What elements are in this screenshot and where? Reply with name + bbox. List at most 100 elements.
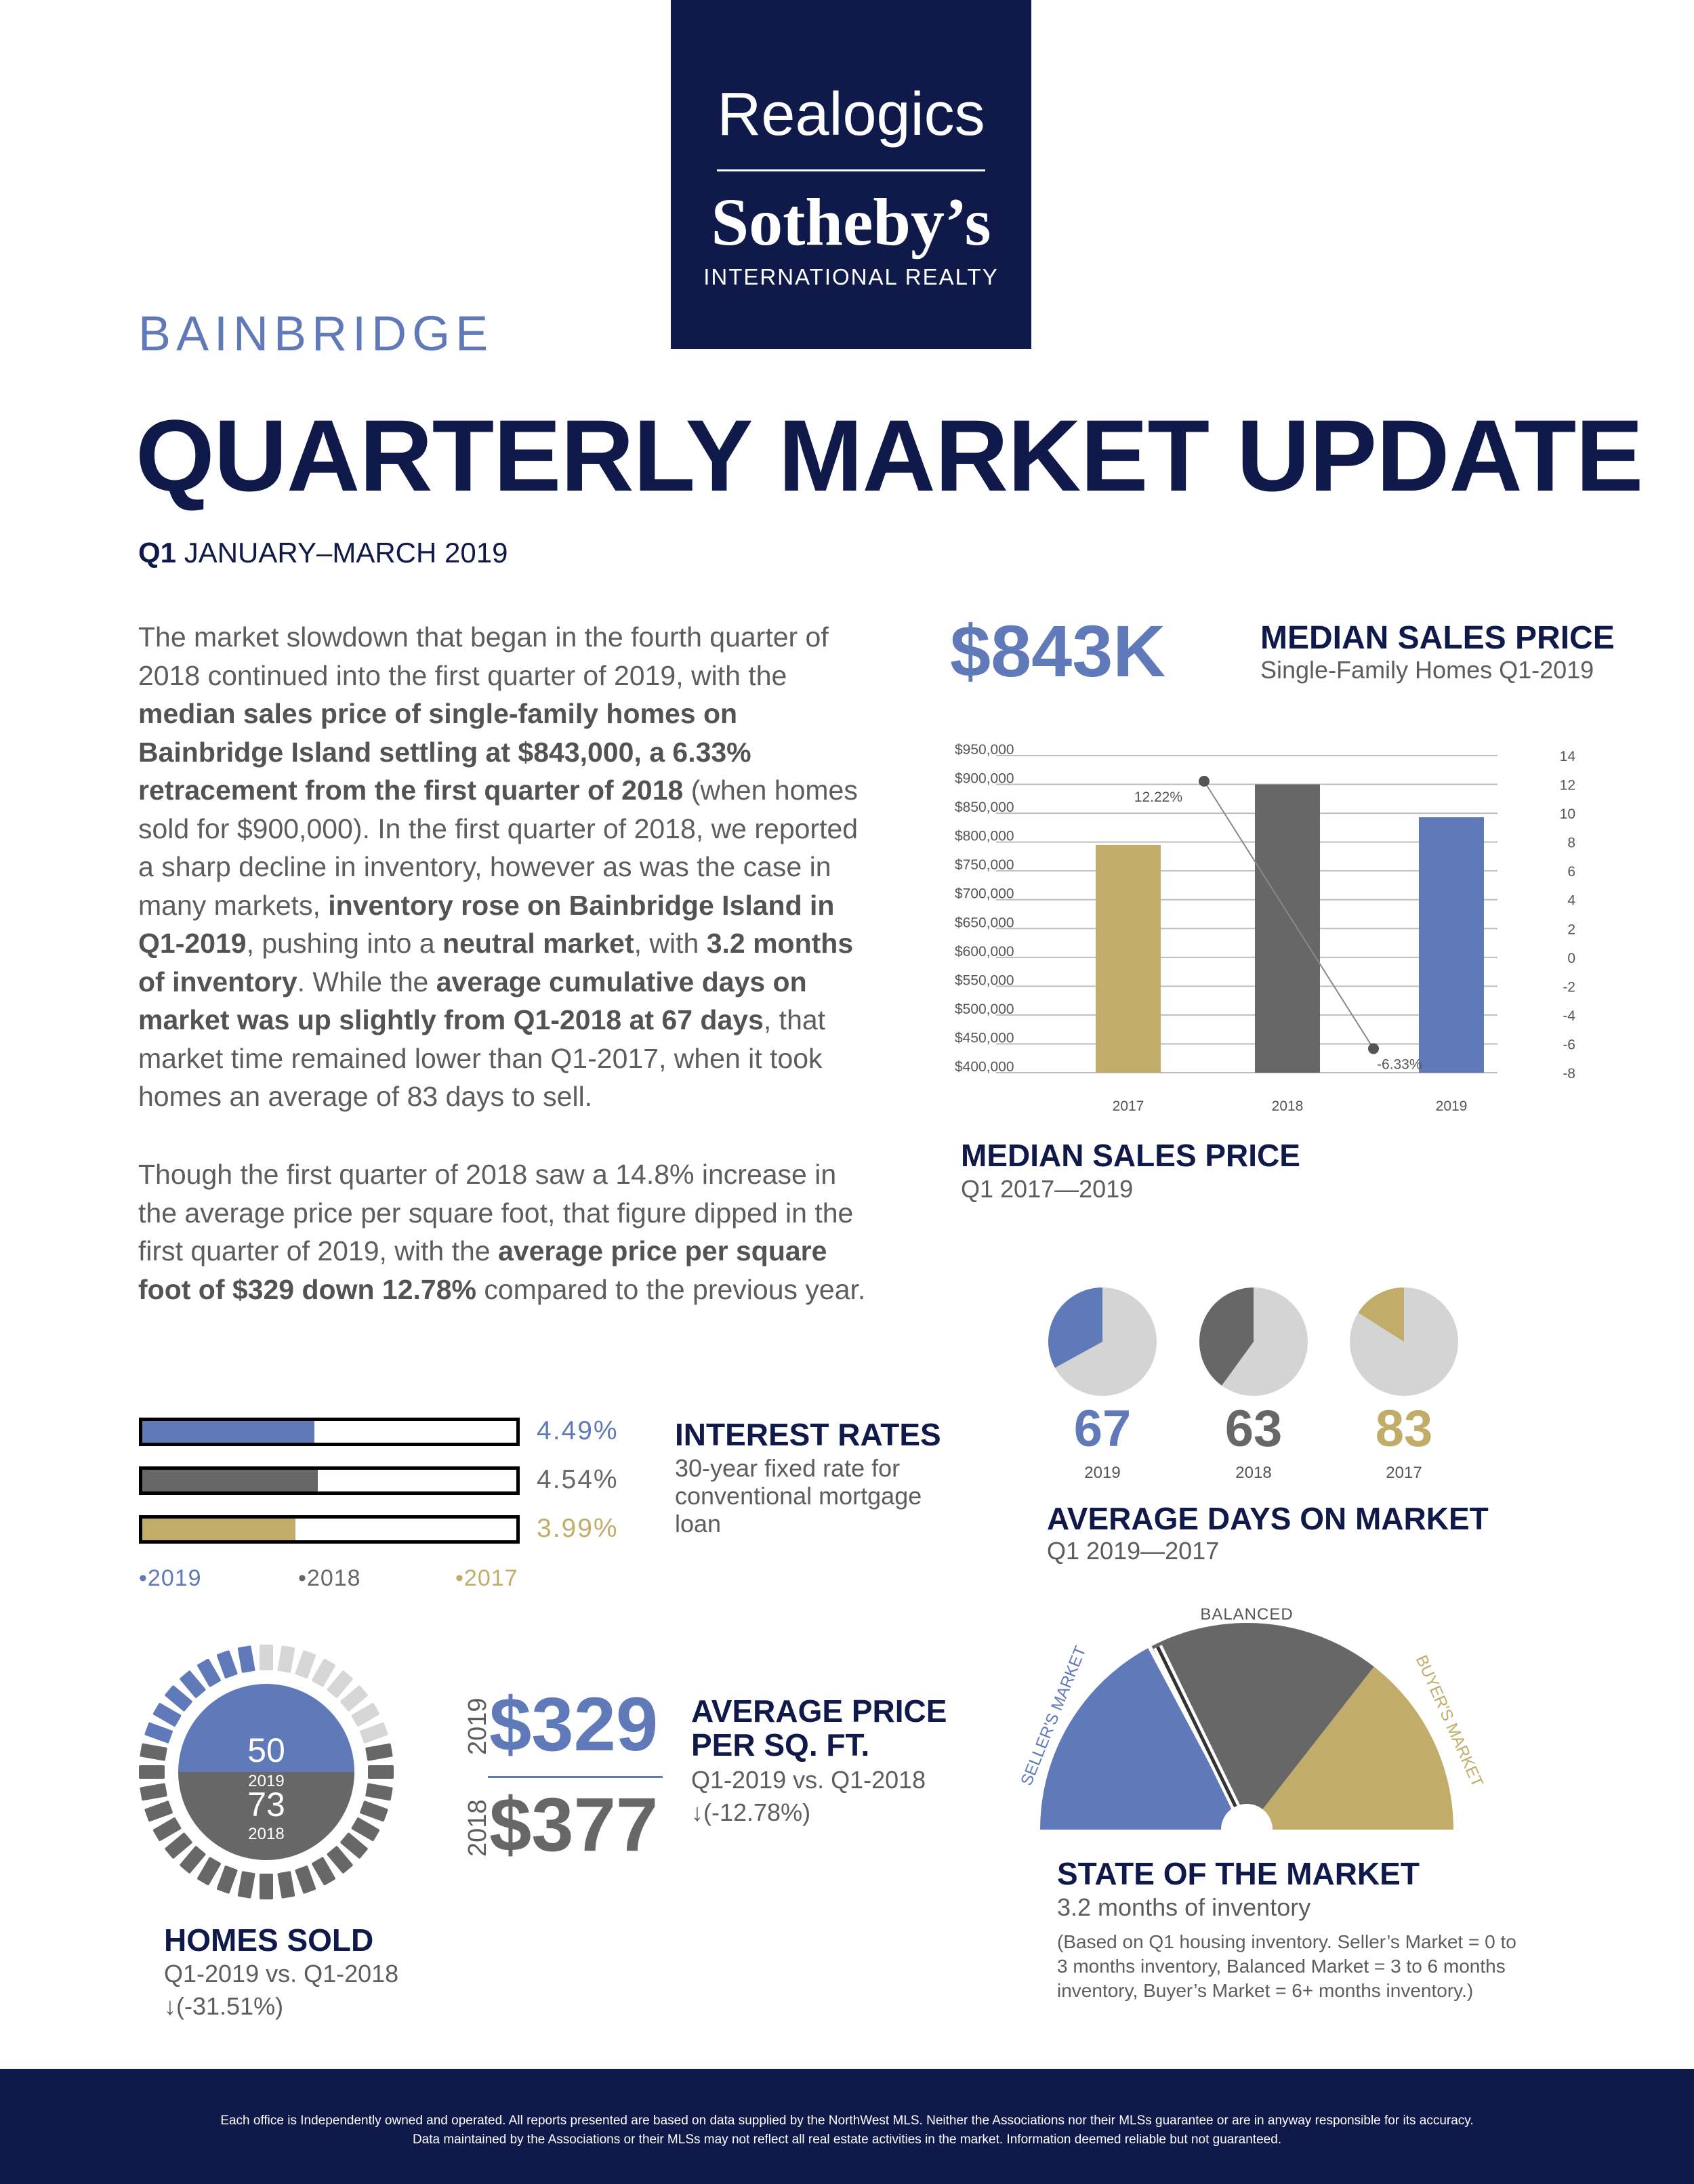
market-state-title: STATE OF THE MARKET xyxy=(1057,1856,1420,1891)
p1-segment: . While the xyxy=(297,966,436,997)
homes-sold-title: HOMES SOLD xyxy=(164,1922,374,1958)
price-sqft-divider xyxy=(488,1776,663,1778)
y2-tick-label: 10 xyxy=(1560,806,1575,822)
homes-sold-tick xyxy=(295,1650,316,1678)
homes-sold-tick xyxy=(260,1874,273,1899)
y-tick-label: $800,000 xyxy=(955,829,1014,844)
x-tick-label: 2017 xyxy=(1113,1098,1144,1114)
change-line xyxy=(1203,781,1374,1050)
homes-sold-gauge: 50 2019 73 2018 xyxy=(139,1645,394,1899)
x-tick-label: 2018 xyxy=(1272,1098,1304,1114)
intro-paragraph: The market slowdown that began in the fo… xyxy=(138,618,870,1116)
homes-sold-tick xyxy=(144,1800,173,1822)
homes-sold-tick xyxy=(140,1743,167,1761)
homes-sold-tick xyxy=(180,1670,206,1698)
logo-subtitle: INTERNATIONAL REALTY xyxy=(703,264,999,289)
rate-2019: 4.49% xyxy=(537,1416,619,1445)
pie-2018 xyxy=(1199,1287,1308,1396)
price-sqft-2019-value: $329 xyxy=(489,1682,659,1767)
y2-tick-label: 6 xyxy=(1567,864,1575,880)
p1-segment: neutral market xyxy=(442,928,634,959)
y-tick-label: $400,000 xyxy=(955,1059,1014,1075)
homes-sold-tick xyxy=(277,1645,295,1673)
p1-segment: average cumulative days on market was up… xyxy=(138,966,807,1036)
rate-2018: 4.54% xyxy=(537,1465,619,1494)
y-tick-label: $950,000 xyxy=(955,742,1014,758)
bar-2019 xyxy=(1419,817,1484,1073)
p2-segment: compared to the previous year. xyxy=(476,1273,866,1305)
homes-sold-tick xyxy=(216,1650,238,1678)
gauge-buyer-sector xyxy=(1247,1666,1453,1830)
footer-disclaimer-1: Each office is Independently owned and o… xyxy=(220,2114,1474,2128)
y2-tick-label: -8 xyxy=(1563,1066,1575,1081)
logo-sothebys: Sotheby’s xyxy=(711,184,991,260)
days-2017-value: 83 xyxy=(1375,1400,1433,1458)
p1-segment: inventory rose on Bainbridge Island in Q… xyxy=(138,889,835,960)
y2-tick-label: -2 xyxy=(1563,979,1575,995)
p1-segment: (when homes sold for $900,000). In the f… xyxy=(138,775,859,921)
y2-tick-label: 14 xyxy=(1560,749,1576,764)
y2-tick-label: 8 xyxy=(1567,836,1575,851)
homes-sold-tick xyxy=(360,1722,388,1744)
x-tick-label: 2019 xyxy=(1436,1098,1468,1114)
y-tick-label: $700,000 xyxy=(955,886,1014,902)
price-per-sqft-paragraph: Though the first quarter of 2018 saw a 1… xyxy=(138,1155,870,1309)
change-label: -6.33% xyxy=(1377,1056,1422,1072)
rate-bar-2018 xyxy=(139,1466,520,1495)
homes-sold-tick xyxy=(165,1832,192,1859)
legend-2019: •2019 xyxy=(139,1565,202,1591)
y-tick-label: $850,000 xyxy=(955,800,1014,815)
rate-bar-2017-fill xyxy=(142,1519,296,1540)
homes-sold-2019-value: 50 xyxy=(247,1731,285,1769)
days-2018-value: 63 xyxy=(1224,1400,1283,1458)
rate-bar-2019 xyxy=(139,1418,520,1446)
homes-sold-ticks xyxy=(139,1645,394,1899)
y-tick-label: $650,000 xyxy=(955,915,1014,930)
homes-sold-tick xyxy=(351,1817,380,1841)
pie-slice xyxy=(1048,1287,1102,1368)
pie-2017 xyxy=(1350,1287,1458,1396)
pie-slice xyxy=(1358,1287,1404,1342)
gauge-needle xyxy=(1156,1646,1249,1831)
homes-sold-tick xyxy=(139,1765,165,1779)
price-sqft-2018-value: $377 xyxy=(489,1782,659,1867)
quarter-label: Q1 xyxy=(138,537,177,569)
gauge-balanced-label: BALANCED xyxy=(1200,1605,1293,1624)
homes-sold-tick xyxy=(197,1658,221,1687)
p1-segment: median sales price of single-family home… xyxy=(138,698,751,806)
y2-tick-label: 2 xyxy=(1567,922,1575,937)
price-sqft-2019-year: 2019 xyxy=(463,1697,492,1755)
homes-sold-tick xyxy=(340,1685,368,1712)
homes-sold-tick xyxy=(365,1743,393,1761)
pie-2019 xyxy=(1048,1287,1157,1396)
p2-segment: Though the first quarter of 2018 saw a 1… xyxy=(138,1159,854,1266)
homes-sold-tick xyxy=(216,1866,238,1894)
homes-sold-tick xyxy=(360,1800,388,1822)
homes-sold-2018-value: 73 xyxy=(247,1786,285,1824)
y2-tick-label: 4 xyxy=(1567,893,1575,909)
homes-sold-tick xyxy=(327,1670,353,1698)
logo-realogics: Realogics xyxy=(717,81,985,148)
price-sqft-title-line1: AVERAGE PRICE xyxy=(691,1693,947,1729)
days-on-market-title: AVERAGE DAYS ON MARKET xyxy=(1047,1501,1489,1536)
price-sqft-title: AVERAGE PRICE PER SQ. FT. xyxy=(691,1694,947,1762)
footer-disclaimer-2: Data maintained by the Associations or t… xyxy=(412,2133,1282,2147)
logo-divider xyxy=(717,169,985,171)
p1-segment: The market slowdown that began in the fo… xyxy=(138,621,829,691)
days-2019-value: 67 xyxy=(1073,1400,1132,1458)
homes-sold-tick xyxy=(180,1846,206,1874)
y2-tick-label: -4 xyxy=(1563,1008,1575,1024)
homes-sold-tick xyxy=(237,1645,255,1673)
p1-segment: , pushing into a xyxy=(246,928,443,959)
homes-sold-tick xyxy=(152,1817,182,1841)
homes-sold-change: ↓(-31.51%) xyxy=(164,1992,284,2020)
homes-sold-2019-year: 2019 xyxy=(248,1772,284,1790)
pie-slice xyxy=(1199,1287,1254,1386)
days-2017-year: 2017 xyxy=(1386,1464,1422,1482)
price-sqft-subtitle: Q1-2019 vs. Q1-2018 xyxy=(691,1766,926,1794)
y-tick-label: $550,000 xyxy=(955,972,1014,988)
y-tick-label: $500,000 xyxy=(955,1002,1014,1017)
price-sqft-2018-year: 2018 xyxy=(463,1799,492,1857)
gauge-balanced-sector xyxy=(1149,1623,1374,1830)
